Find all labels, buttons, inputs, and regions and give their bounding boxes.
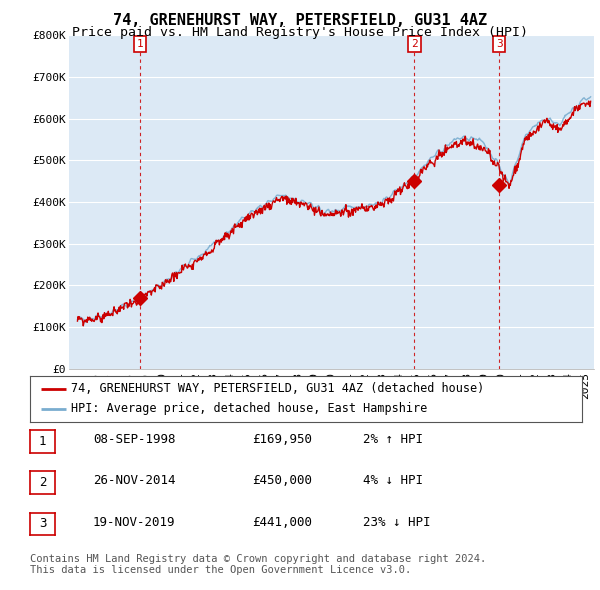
Text: £450,000: £450,000 — [252, 474, 312, 487]
Text: 23% ↓ HPI: 23% ↓ HPI — [363, 516, 431, 529]
Text: 3: 3 — [496, 39, 503, 49]
Text: Price paid vs. HM Land Registry's House Price Index (HPI): Price paid vs. HM Land Registry's House … — [72, 26, 528, 39]
Text: 2% ↑ HPI: 2% ↑ HPI — [363, 433, 423, 446]
Text: Contains HM Land Registry data © Crown copyright and database right 2024.
This d: Contains HM Land Registry data © Crown c… — [30, 553, 486, 575]
Text: 1: 1 — [137, 39, 143, 49]
Text: 1: 1 — [39, 435, 46, 448]
Text: 74, GRENEHURST WAY, PETERSFIELD, GU31 4AZ: 74, GRENEHURST WAY, PETERSFIELD, GU31 4A… — [113, 13, 487, 28]
Text: £441,000: £441,000 — [252, 516, 312, 529]
Text: £169,950: £169,950 — [252, 433, 312, 446]
Text: 2: 2 — [39, 476, 46, 489]
Text: 3: 3 — [39, 517, 46, 530]
Text: 26-NOV-2014: 26-NOV-2014 — [93, 474, 176, 487]
Text: 2: 2 — [411, 39, 418, 49]
Text: 74, GRENEHURST WAY, PETERSFIELD, GU31 4AZ (detached house): 74, GRENEHURST WAY, PETERSFIELD, GU31 4A… — [71, 382, 485, 395]
Text: HPI: Average price, detached house, East Hampshire: HPI: Average price, detached house, East… — [71, 402, 428, 415]
Text: 19-NOV-2019: 19-NOV-2019 — [93, 516, 176, 529]
Text: 4% ↓ HPI: 4% ↓ HPI — [363, 474, 423, 487]
Text: 08-SEP-1998: 08-SEP-1998 — [93, 433, 176, 446]
